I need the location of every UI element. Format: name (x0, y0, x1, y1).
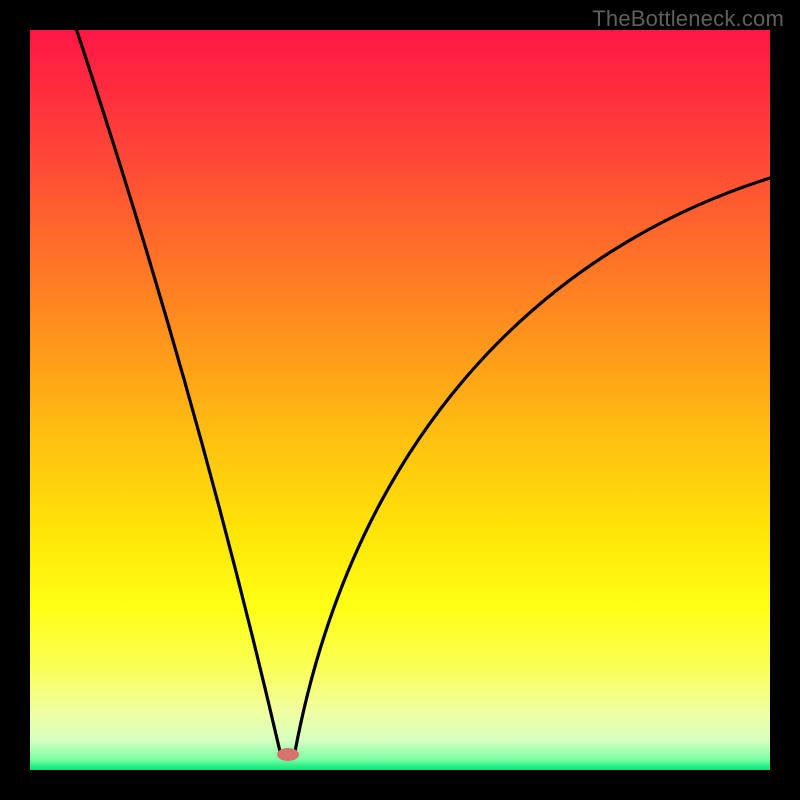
minimum-marker (277, 748, 299, 761)
watermark-text: TheBottleneck.com (592, 6, 784, 32)
bottleneck-curve (0, 0, 800, 800)
